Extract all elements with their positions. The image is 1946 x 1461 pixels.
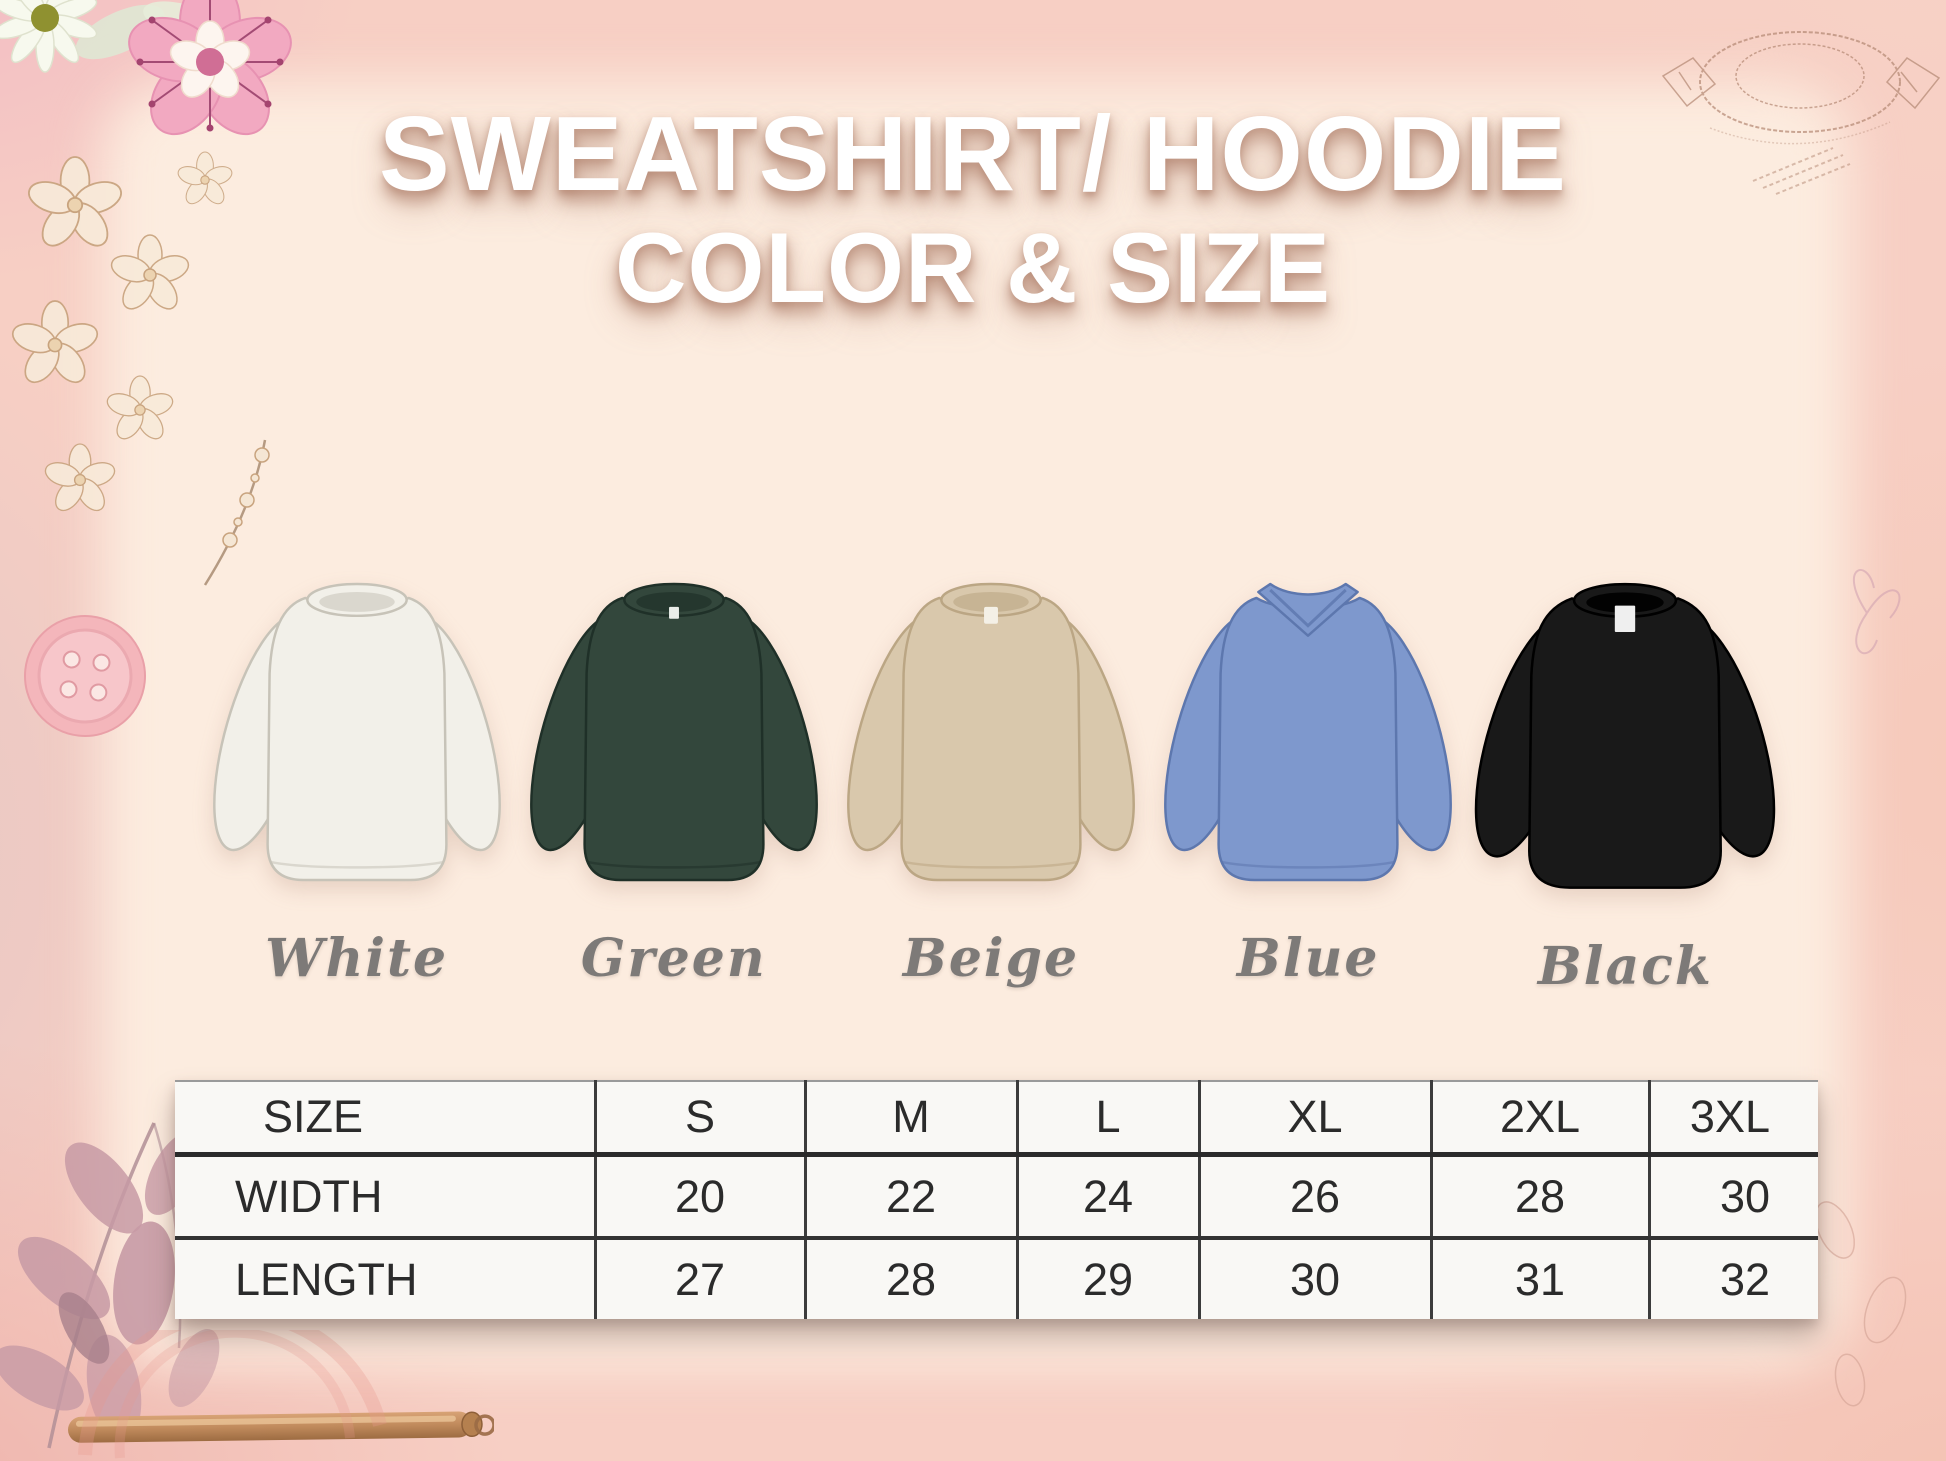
product-color-label: White [265, 928, 449, 989]
watercolor-leaves-decoration [0, 1122, 220, 1449]
blue-sweatshirt-image [1164, 582, 1453, 882]
product-color-label: Beige [902, 928, 1080, 989]
table-header-size: SIZE [175, 1080, 595, 1157]
wooden-stick-decoration [68, 1411, 494, 1443]
width-s: 20 [593, 1154, 805, 1240]
green-sweatshirt-image [529, 582, 818, 882]
product-color-label: Blue [1236, 928, 1380, 989]
table-header-l: L [1015, 1080, 1199, 1157]
width-l: 24 [1015, 1154, 1199, 1240]
butterfly-sketch-decoration [1853, 569, 1901, 655]
black-sweatshirt-image [1475, 582, 1776, 889]
length-l: 29 [1015, 1238, 1199, 1319]
title-line-1: SWEATSHIRT/ HOODIE [379, 95, 1567, 213]
width-xl: 26 [1197, 1154, 1431, 1240]
width-2xl: 28 [1429, 1154, 1649, 1240]
v-neck-seam [1269, 588, 1347, 628]
flower-sprig [203, 439, 270, 586]
product-white: White [198, 574, 515, 997]
product-black: Black [1467, 574, 1784, 997]
collar-opening [636, 591, 712, 612]
product-color-label: Black [1537, 936, 1713, 997]
length-s: 27 [593, 1238, 805, 1319]
beige-sweatshirt-image [847, 582, 1135, 882]
table-header-m: M [803, 1080, 1017, 1157]
width-m: 22 [803, 1154, 1017, 1240]
product-green: Green [515, 574, 832, 997]
neck-tag [668, 606, 679, 619]
length-2xl: 31 [1429, 1238, 1649, 1319]
color-options-row: White Green [198, 574, 1784, 997]
collar-opening [953, 591, 1029, 612]
petal-sketch-decoration [1814, 1201, 1907, 1407]
collar-opening [1586, 592, 1665, 613]
product-blue: Blue [1150, 574, 1467, 997]
hatch-sketch-decoration [1752, 147, 1851, 195]
width-3xl: 30 [1647, 1154, 1818, 1240]
row-label-length: LENGTH [235, 1253, 418, 1305]
length-3xl: 32 [1647, 1238, 1818, 1319]
size-chart-table: SIZE S M L XL 2XL 3XL WIDTH 20 22 24 26 … [175, 1080, 1818, 1319]
table-header-3xl: 3XL [1647, 1080, 1818, 1157]
sketched-flowers [11, 151, 233, 512]
floral-corner-decoration [0, 0, 292, 586]
length-m: 28 [803, 1238, 1017, 1319]
table-header-s: S [593, 1080, 805, 1157]
neck-tag [1615, 605, 1636, 633]
ring-sketch-decoration [1661, 31, 1941, 145]
row-label-width: WIDTH [175, 1154, 595, 1240]
table-header-2xl: 2XL [1429, 1080, 1649, 1157]
table-header-xl: XL [1197, 1080, 1431, 1157]
white-sweatshirt-image [212, 582, 501, 882]
pink-flower [128, 0, 292, 136]
neck-tag [984, 606, 998, 624]
length-xl: 30 [1197, 1238, 1431, 1319]
page-title: SWEATSHIRT/ HOODIE COLOR & SIZE [0, 96, 1946, 324]
daisy-flower [0, 0, 98, 73]
product-color-label: Green [580, 928, 767, 989]
sewing-button-icon [24, 615, 146, 737]
collar-opening [318, 591, 395, 612]
table-header-row: SIZE S M L XL 2XL 3XL [175, 1080, 1818, 1157]
watercolor-swirl-decoration [78, 1330, 387, 1459]
table-row-width: WIDTH 20 22 24 26 28 30 [175, 1154, 1818, 1240]
product-beige: Beige [832, 574, 1149, 997]
leaf-shape [75, 4, 165, 60]
title-line-2: COLOR & SIZE [614, 212, 1332, 323]
table-row-length: LENGTH 27 28 29 30 31 32 [175, 1238, 1818, 1319]
